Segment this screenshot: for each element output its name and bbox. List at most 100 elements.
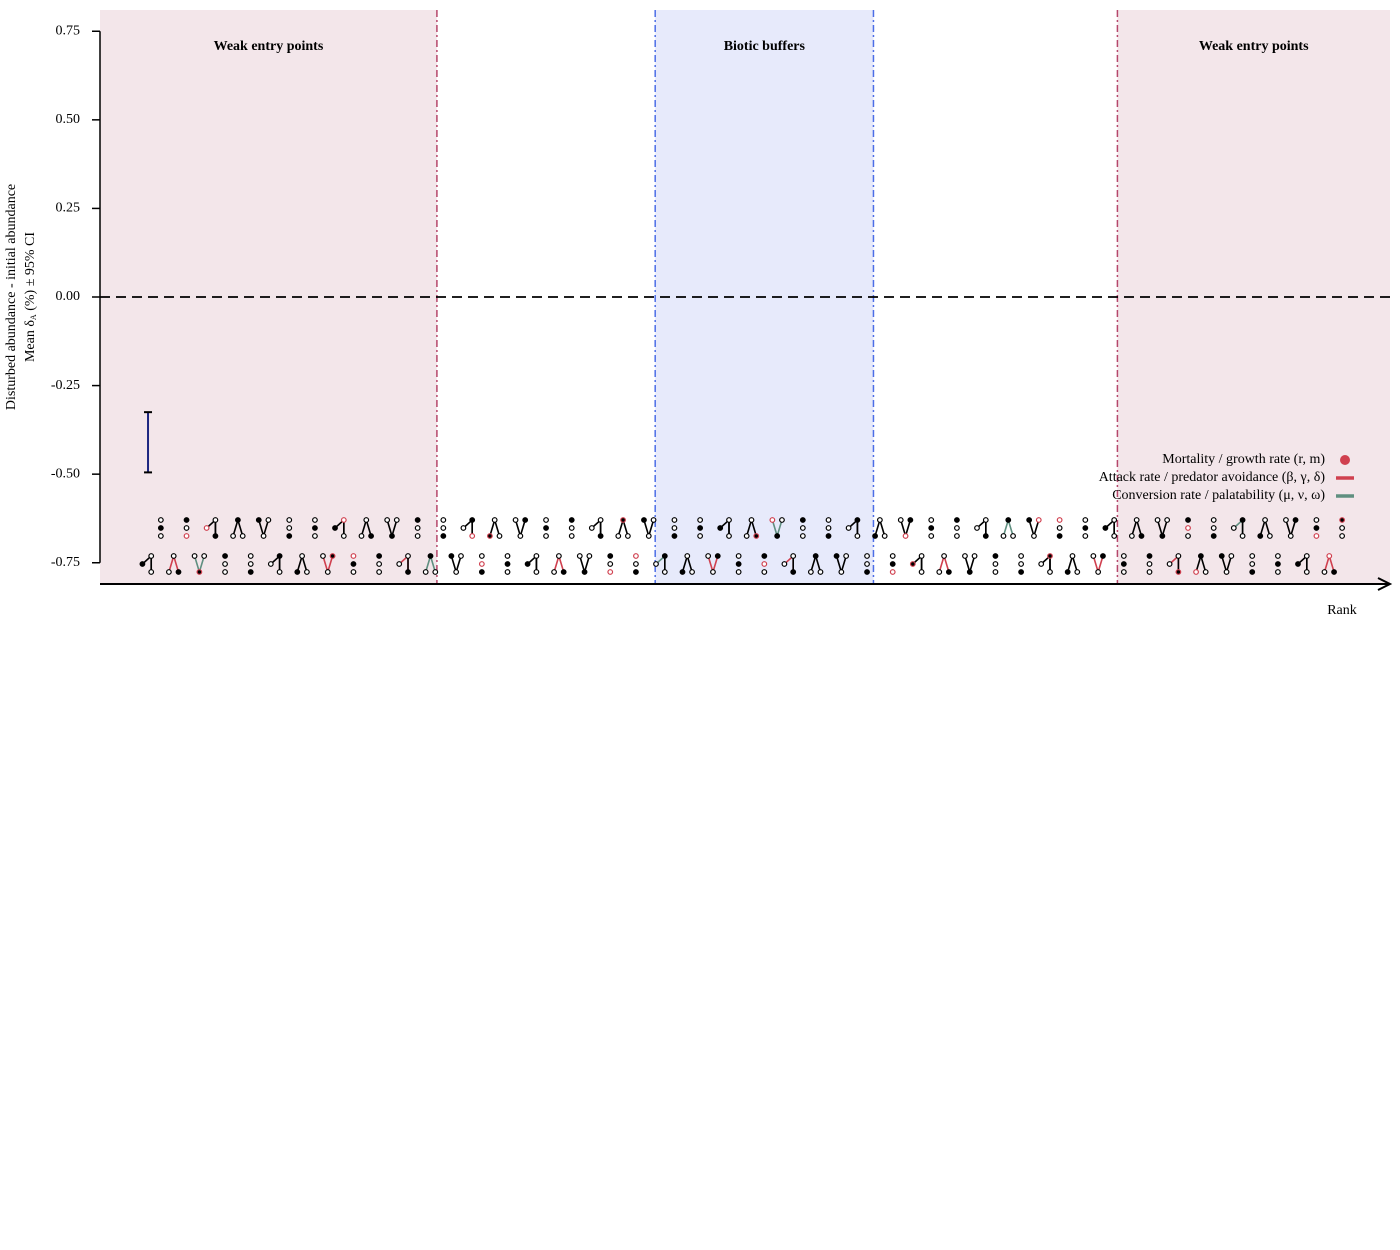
motif-node xyxy=(247,553,254,559)
y-tick-label: -0.25 xyxy=(51,378,80,393)
motif-glyph xyxy=(414,517,421,539)
legend-marker xyxy=(1340,455,1350,465)
motif-node xyxy=(320,553,326,559)
motif-node xyxy=(1339,517,1346,523)
motif-node xyxy=(1018,561,1025,567)
motif-glyph xyxy=(928,517,935,539)
motif-node xyxy=(1146,553,1153,559)
motif-glyph xyxy=(460,517,476,539)
motif-node xyxy=(872,533,878,539)
motif-node xyxy=(633,561,639,567)
motif-glyph xyxy=(1283,517,1299,539)
motif-node xyxy=(294,569,301,575)
motif-node xyxy=(255,517,262,523)
motif-node xyxy=(183,533,190,539)
motif-node xyxy=(889,561,896,567)
motif-node xyxy=(838,569,845,575)
motif-glyph xyxy=(286,517,293,539)
motif-node xyxy=(440,517,447,523)
motif-node xyxy=(312,533,318,539)
motif-node xyxy=(1111,533,1118,539)
motif-node xyxy=(790,569,797,575)
motif-glyph xyxy=(671,517,678,539)
motif-node xyxy=(478,561,485,567)
motif-node xyxy=(1138,533,1145,539)
motif-node xyxy=(799,533,806,539)
motif-glyph xyxy=(1230,517,1246,539)
motif-node xyxy=(422,569,429,575)
motif-node xyxy=(645,533,652,539)
motif-node xyxy=(1283,517,1289,523)
motif-node xyxy=(1031,533,1037,539)
motif-node xyxy=(1326,553,1333,559)
motif-node xyxy=(568,533,575,539)
motif-node xyxy=(653,561,659,567)
motif-node xyxy=(432,569,439,575)
motif-glyph xyxy=(705,553,721,575)
motif-node xyxy=(671,525,678,531)
motif-node xyxy=(350,561,357,567)
motif-glyph xyxy=(478,553,485,575)
motif-node xyxy=(405,569,411,575)
motif-node xyxy=(286,533,293,539)
motif-node xyxy=(992,561,999,567)
motif-node xyxy=(1262,517,1268,523)
motif-glyph xyxy=(679,553,695,575)
motif-node xyxy=(735,553,742,559)
motif-node xyxy=(1313,525,1320,531)
motif-node xyxy=(881,533,888,539)
motif-node xyxy=(1102,525,1109,531)
motif-node xyxy=(769,517,776,523)
motif-node xyxy=(363,517,370,523)
motif-glyph xyxy=(350,553,357,575)
motif-glyph xyxy=(358,517,374,539)
motif-node xyxy=(183,517,190,523)
motif-node xyxy=(1257,533,1264,539)
motif-glyph xyxy=(524,553,540,575)
motif-node xyxy=(761,561,768,567)
motif-node xyxy=(247,561,254,567)
motif-glyph xyxy=(1102,517,1118,539)
motif-glyph xyxy=(1210,517,1217,539)
motif-node xyxy=(1266,533,1273,539)
motif-node xyxy=(854,517,861,523)
motif-node xyxy=(671,533,678,539)
motif-node xyxy=(448,553,455,559)
motif-node xyxy=(427,553,434,559)
motif-node xyxy=(799,525,806,531)
motif-node xyxy=(743,533,750,539)
motif-node xyxy=(239,533,246,539)
motif-node xyxy=(825,525,832,531)
motif-node xyxy=(276,553,283,559)
motif-node xyxy=(689,569,695,575)
motif-node xyxy=(1000,533,1007,539)
motif-node xyxy=(1275,569,1281,575)
motif-node xyxy=(1249,561,1256,567)
motif-node xyxy=(697,517,704,523)
y-sublabel-part: (%) ± 95% CI xyxy=(23,232,38,315)
motif-glyph xyxy=(255,517,272,539)
motif-node xyxy=(1339,533,1346,539)
motif-node xyxy=(1175,553,1182,559)
motif-node xyxy=(1218,553,1225,559)
motif-glyph xyxy=(551,553,567,575)
motif-node xyxy=(1313,517,1320,523)
motif-node xyxy=(954,533,960,539)
motif-glyph xyxy=(588,517,604,539)
motif-node xyxy=(726,533,732,539)
motif-glyph xyxy=(936,553,952,575)
motif-glyph xyxy=(641,517,657,539)
motif-node xyxy=(384,517,391,523)
motif-node xyxy=(1228,553,1235,559)
motif-node xyxy=(303,569,310,575)
motif-node xyxy=(1275,561,1281,567)
motif-node xyxy=(1185,517,1191,523)
motif-node xyxy=(1159,533,1166,539)
motif-glyph xyxy=(486,517,503,539)
motif-node xyxy=(971,553,978,559)
motif-node xyxy=(340,533,347,539)
y-sublabel-part: Mean δ xyxy=(23,320,38,362)
motif-node xyxy=(845,525,852,531)
x-axis-arrow xyxy=(1377,577,1393,591)
motif-node xyxy=(992,553,999,559)
